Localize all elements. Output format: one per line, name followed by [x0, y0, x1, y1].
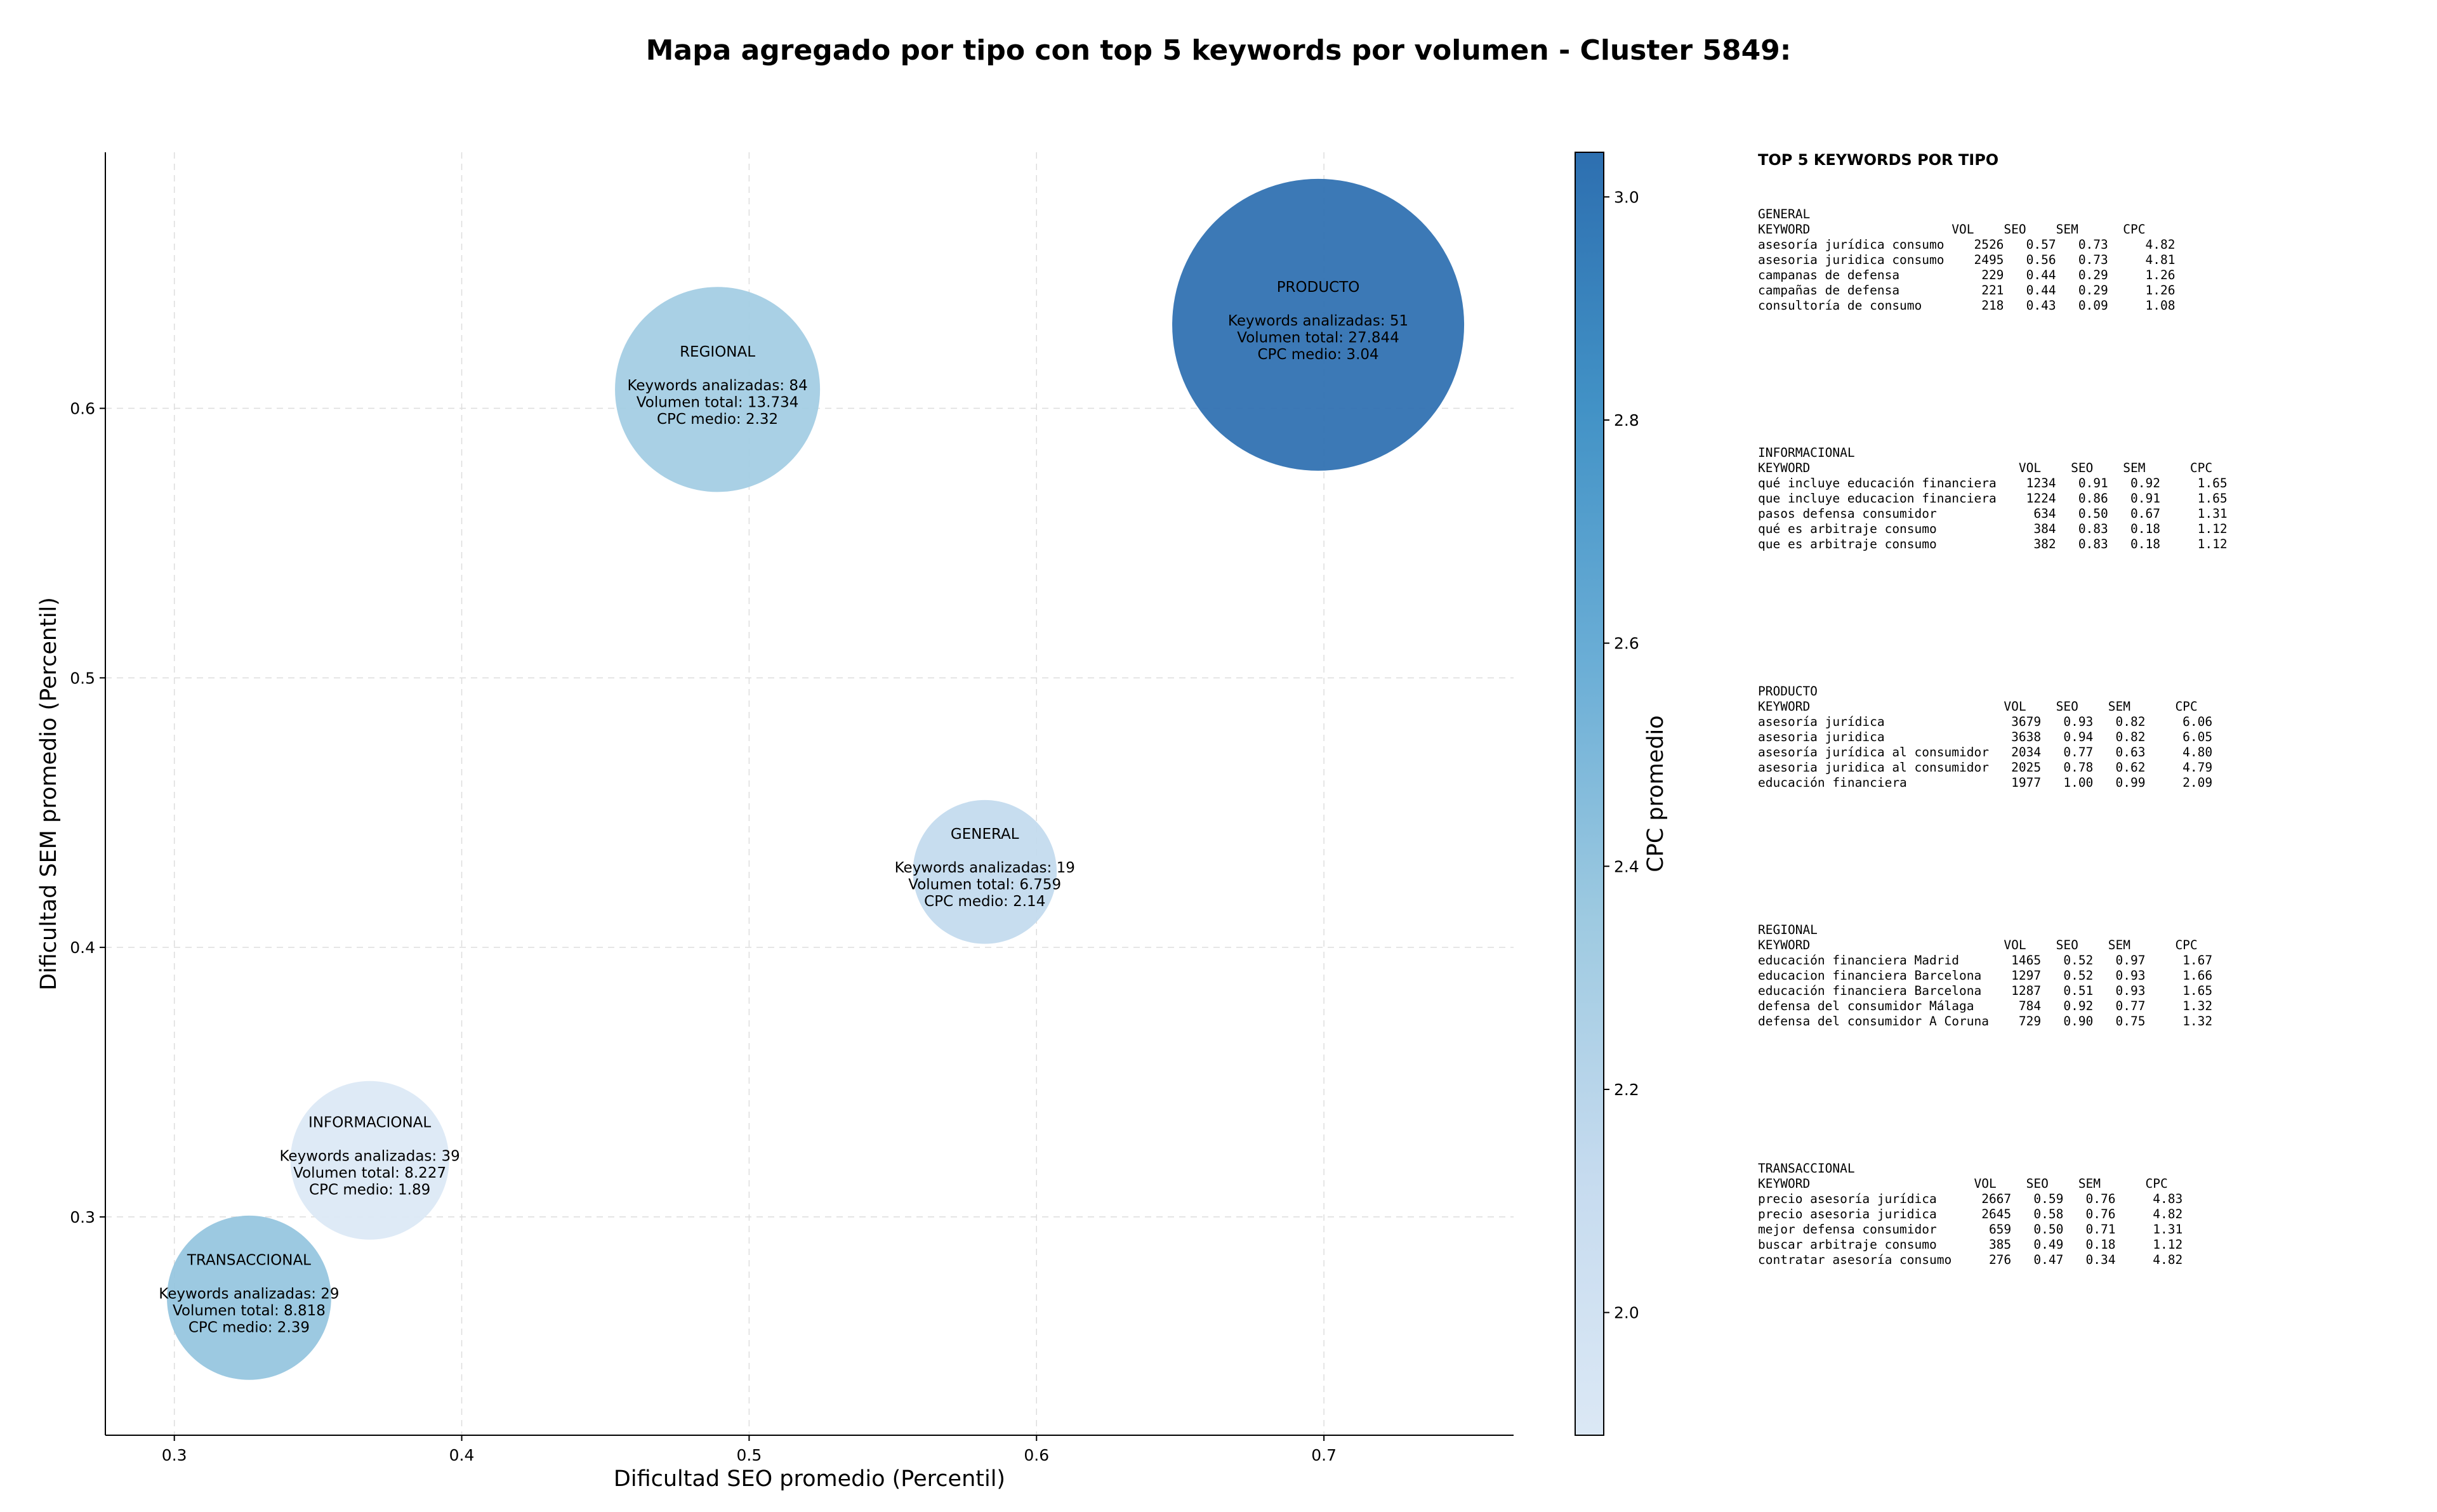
y-tick-label: 0.3: [70, 1208, 95, 1226]
bubble-point: [290, 1081, 449, 1240]
bubble-stat: CPC medio: 2.39: [188, 1319, 310, 1336]
colorbar-tick-label: 2.4: [1614, 857, 1639, 876]
top5-heading: TOP 5 KEYWORDS POR TIPO: [1758, 151, 1999, 169]
colorbar-bar: [1575, 152, 1604, 1436]
top5-panel: TOP 5 KEYWORDS POR TIPO GENERAL KEYWORD …: [1758, 151, 2418, 1268]
top5-block-informacional: INFORMACIONAL KEYWORD VOL SEO SEM CPC qu…: [1758, 445, 2228, 551]
bubble-stat: Keywords analizadas: 39: [280, 1148, 460, 1165]
bubble-stat: CPC medio: 2.32: [657, 411, 778, 428]
bubble-stat: CPC medio: 3.04: [1257, 346, 1378, 363]
y-axis-label: Dificultad SEM promedio (Percentil): [36, 597, 62, 990]
bubble-stat: Volumen total: 8.227: [293, 1165, 446, 1181]
bubble-stat: Volumen total: 6.759: [908, 877, 1061, 893]
colorbar-tick-label: 2.0: [1614, 1304, 1639, 1322]
axes: 0.3 0.4 0.5 0.6 0.7 0.3 0.4 0.5 0.6 Dificultad SE…: [36, 152, 1514, 1492]
top5-block-regional: REGIONAL KEYWORD VOL SEO SEM CPC educaci…: [1758, 923, 2213, 1029]
bubble-point: [166, 1215, 331, 1380]
bubble-label: INFORMACIONAL: [308, 1115, 431, 1131]
y-tick-label: 0.6: [70, 400, 95, 418]
bubble-stat: Keywords analizadas: 51: [1228, 313, 1408, 329]
bubble-label: REGIONAL: [680, 344, 755, 360]
bubble-point: [1172, 178, 1465, 471]
bubble-stat: Volumen total: 8.818: [173, 1303, 326, 1319]
colorbar-tick-label: 2.2: [1614, 1081, 1639, 1099]
bubble-stat: CPC medio: 1.89: [309, 1182, 430, 1199]
bubble-label: GENERAL: [951, 826, 1019, 843]
bubble-transaccional: TRANSACCIONAL Keywords analizadas: 29Volu…: [159, 1215, 340, 1380]
top5-block-general: GENERAL KEYWORD VOL SEO SEM CPC asesoría…: [1758, 207, 2176, 313]
x-tick-label: 0.7: [1311, 1446, 1337, 1464]
top5-block-transaccional: TRANSACCIONAL KEYWORD VOL SEO SEM CPC pr…: [1758, 1161, 2183, 1267]
y-tick-label: 0.5: [70, 669, 95, 687]
top5-block-producto: PRODUCTO KEYWORD VOL SEO SEM CPC asesorí…: [1758, 684, 2213, 790]
bubble-point: [913, 799, 1057, 944]
chart-title: Mapa agregado por tipo con top 5 keyword…: [645, 34, 1792, 67]
bubble-stat: Keywords analizadas: 84: [627, 378, 807, 394]
x-tick-label: 0.4: [449, 1446, 475, 1464]
bubble-label: PRODUCTO: [1277, 279, 1360, 296]
colorbar-label: CPC promedio: [1643, 715, 1668, 872]
x-tick-label: 0.5: [737, 1446, 762, 1464]
bubble-informacional: INFORMACIONAL Keywords analizadas: 39Volu…: [280, 1081, 460, 1240]
bubble-point: [615, 287, 821, 492]
x-axis-label: Dificultad SEO promedio (Percentil): [614, 1466, 1005, 1492]
bubble-stat: CPC medio: 2.14: [924, 893, 1045, 910]
x-tick-label: 0.3: [162, 1446, 187, 1464]
bubble-stat: Volumen total: 27.844: [1237, 329, 1399, 346]
bubble-stat: Volumen total: 13.734: [637, 394, 799, 411]
bubble-stat: Keywords analizadas: 29: [159, 1285, 339, 1302]
colorbar-tick-label: 2.6: [1614, 634, 1639, 653]
colorbar: 2.0 2.2 2.4 2.6 2.8 3.0 CPC promedio: [1575, 152, 1668, 1436]
colorbar-tick-label: 3.0: [1614, 188, 1639, 206]
bubble-label: TRANSACCIONAL: [187, 1252, 311, 1268]
colorbar-tick-label: 2.8: [1614, 411, 1639, 430]
y-tick-label: 0.4: [70, 938, 95, 957]
bubble-stat: Keywords analizadas: 19: [895, 860, 1075, 876]
x-tick-label: 0.6: [1024, 1446, 1049, 1464]
